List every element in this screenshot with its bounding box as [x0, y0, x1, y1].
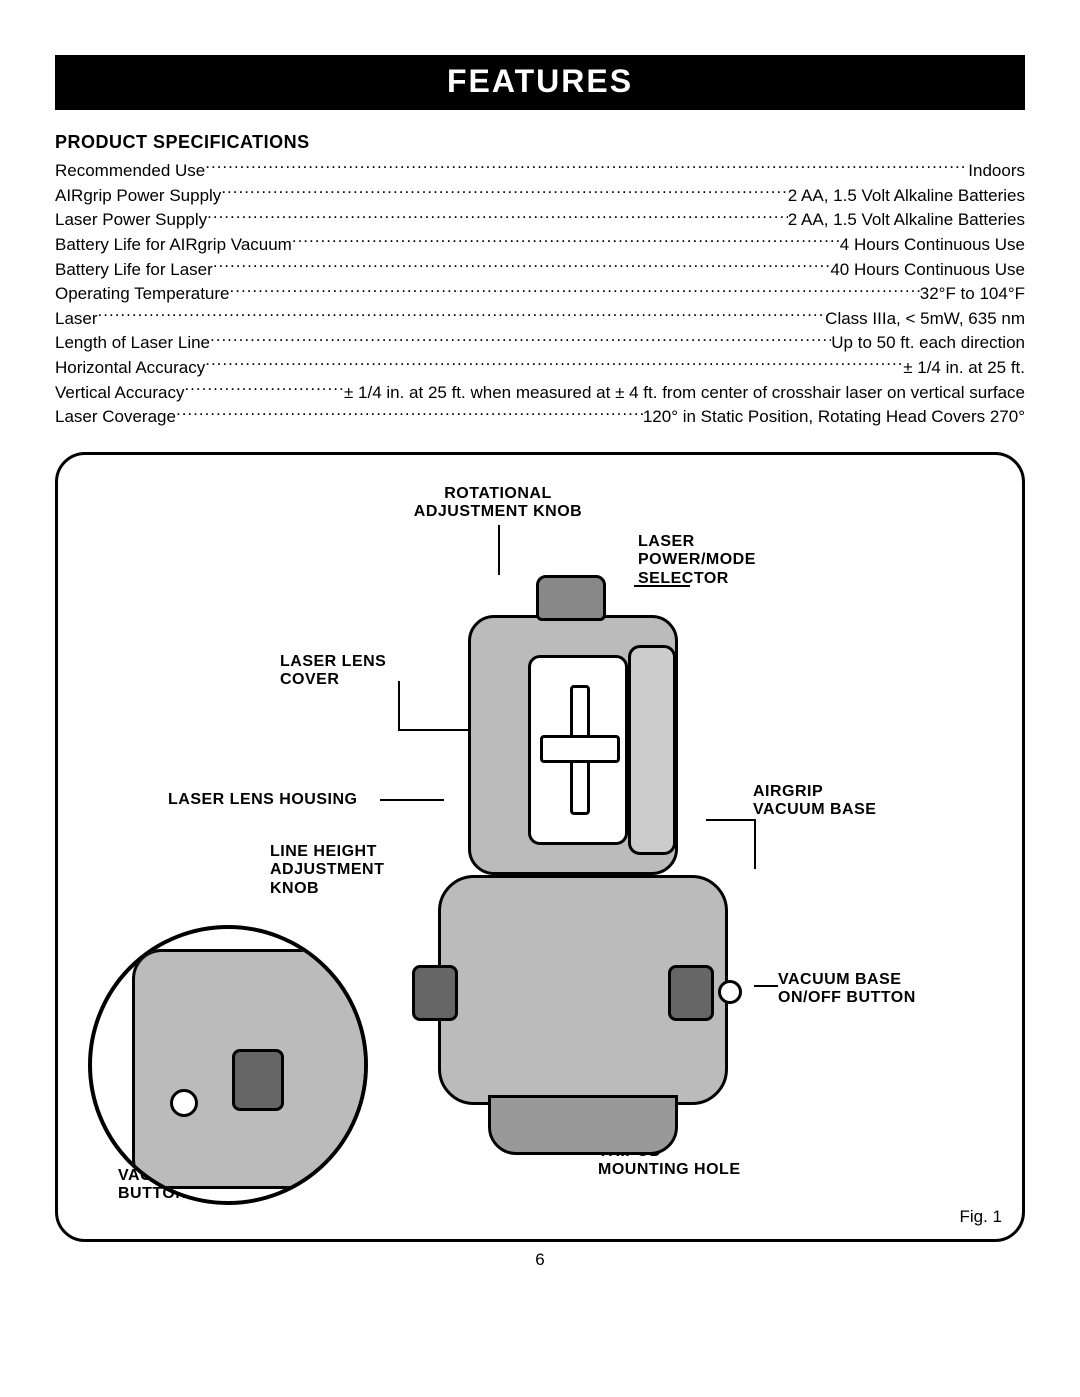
spec-row: Laser Power Supply 2 AA, 1.5 Volt Alkalin…	[55, 208, 1025, 233]
page-number: 6	[55, 1250, 1025, 1270]
spec-dots	[292, 233, 840, 250]
spec-value: 2 AA, 1.5 Volt Alkaline Batteries	[788, 208, 1025, 233]
section-title: PRODUCT SPECIFICATIONS	[55, 132, 1025, 153]
spec-row: Battery Life for Laser 40 Hours Continuou…	[55, 258, 1025, 283]
spec-label: Operating Temperature	[55, 282, 230, 307]
spec-row: AIRgrip Power Supply 2 AA, 1.5 Volt Alkal…	[55, 184, 1025, 209]
spec-value: 32°F to 104°F	[920, 282, 1025, 307]
device-illustration	[418, 575, 748, 1175]
spec-list: Recommended UseIndoorsAIRgrip Power Supp…	[55, 159, 1025, 430]
spec-dots	[176, 405, 643, 422]
spec-row: Battery Life for AIRgrip Vacuum 4 Hours C…	[55, 233, 1025, 258]
spec-dots	[207, 208, 788, 225]
spec-dots	[98, 307, 826, 324]
spec-row: Length of Laser Line Up to 50 ft. each di…	[55, 331, 1025, 356]
spec-value: Up to 50 ft. each direction	[831, 331, 1025, 356]
spec-dots	[213, 258, 831, 275]
spec-row: Recommended Use Indoors	[55, 159, 1025, 184]
callout-line-height-knob: LINE HEIGHTADJUSTMENTKNOB	[270, 843, 420, 898]
spec-row: Horizontal Accuracy ± 1/4 in. at 25 ft.	[55, 356, 1025, 381]
spec-label: Recommended Use	[55, 159, 205, 184]
spec-label: AIRgrip Power Supply	[55, 184, 221, 209]
spec-dots	[184, 381, 344, 398]
spec-dots	[210, 331, 831, 348]
spec-value: ± 1/4 in. at 25 ft. when measured at ± 4…	[344, 381, 1025, 406]
features-banner: FEATURES	[55, 55, 1025, 110]
spec-value: Class IIIa, < 5mW, 635 nm	[825, 307, 1025, 332]
detail-inset	[88, 925, 368, 1205]
spec-dots	[230, 282, 920, 299]
callout-vacuum-onoff: VACUUM BASEON/OFF BUTTON	[778, 971, 958, 1008]
spec-label: Length of Laser Line	[55, 331, 210, 356]
spec-label: Laser Power Supply	[55, 208, 207, 233]
page: FEATURES PRODUCT SPECIFICATIONS Recommen…	[0, 0, 1080, 1290]
spec-value: Indoors	[968, 159, 1025, 184]
spec-dots	[205, 356, 903, 373]
spec-value: 4 Hours Continuous Use	[840, 233, 1025, 258]
spec-row: Vertical Accuracy ± 1/4 in. at 25 ft. whe…	[55, 381, 1025, 406]
callout-rotational-knob: ROTATIONALADJUSTMENT KNOB	[388, 485, 608, 522]
spec-dots	[205, 159, 968, 176]
spec-label: Laser Coverage	[55, 405, 176, 430]
spec-row: Laser Class IIIa, < 5mW, 635 nm	[55, 307, 1025, 332]
spec-label: Laser	[55, 307, 98, 332]
spec-label: Battery Life for Laser	[55, 258, 213, 283]
spec-value: ± 1/4 in. at 25 ft.	[903, 356, 1025, 381]
spec-label: Vertical Accuracy	[55, 381, 184, 406]
spec-value: 120° in Static Position, Rotating Head C…	[643, 405, 1025, 430]
spec-dots	[221, 184, 787, 201]
spec-value: 40 Hours Continuous Use	[830, 258, 1025, 283]
spec-label: Horizontal Accuracy	[55, 356, 205, 381]
callout-laser-lens-housing: LASER LENS HOUSING	[168, 791, 398, 809]
figure-label: Fig. 1	[959, 1207, 1002, 1227]
spec-row: Laser Coverage 120° in Static Position, R…	[55, 405, 1025, 430]
spec-label: Battery Life for AIRgrip Vacuum	[55, 233, 292, 258]
callout-airgrip-base: AIRGRIPVACUUM BASE	[753, 783, 923, 820]
figure-box: ROTATIONALADJUSTMENT KNOB LASERPOWER/MOD…	[55, 452, 1025, 1242]
spec-value: 2 AA, 1.5 Volt Alkaline Batteries	[788, 184, 1025, 209]
spec-row: Operating Temperature 32°F to 104°F	[55, 282, 1025, 307]
